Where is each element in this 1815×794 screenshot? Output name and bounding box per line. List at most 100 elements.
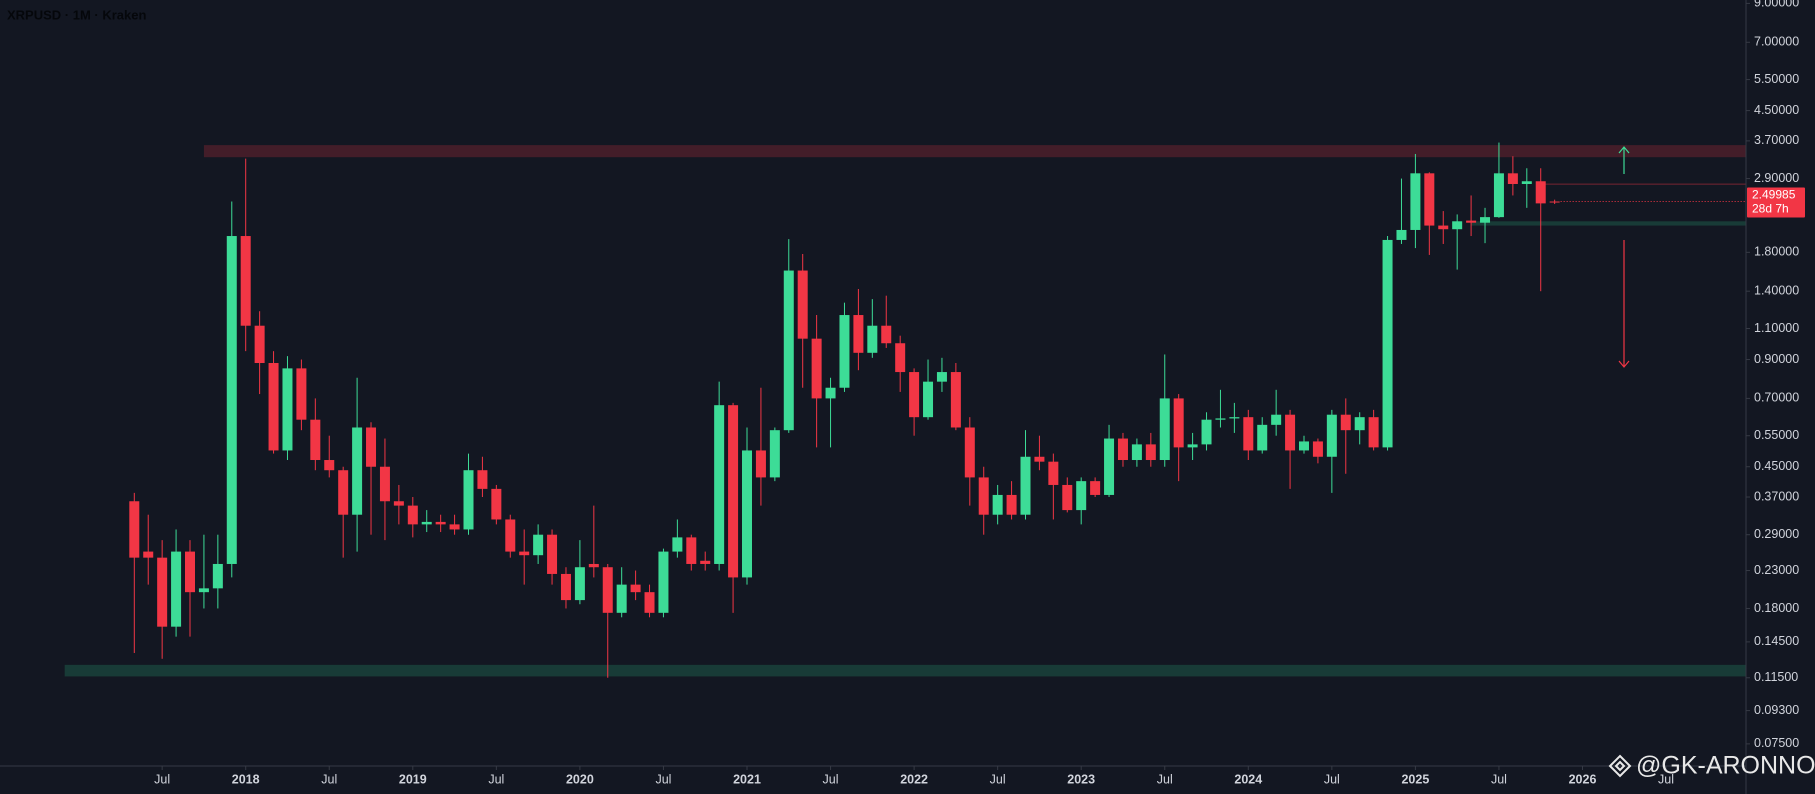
candle-body	[1257, 424, 1268, 451]
candle-body	[700, 560, 711, 564]
candle-body	[936, 372, 947, 382]
candle-body	[574, 567, 585, 601]
y-tick-label: 5.50000	[1754, 72, 1799, 86]
candle-body	[1159, 398, 1170, 461]
candle-body	[338, 470, 349, 515]
candle-body	[310, 419, 321, 461]
candle-body	[602, 567, 613, 613]
candle-body	[1368, 417, 1379, 448]
zone	[64, 664, 1746, 677]
x-tick-label: 2018	[232, 772, 260, 786]
candle-body	[686, 537, 697, 564]
candle-body	[825, 387, 836, 399]
x-tick-label: 2023	[1067, 772, 1095, 786]
x-tick-label: Jul	[655, 772, 671, 786]
candle-body	[296, 368, 307, 420]
x-tick-label: Jul	[321, 772, 337, 786]
candle-body	[533, 534, 544, 556]
candle-body	[393, 501, 404, 506]
candle-body	[449, 524, 460, 530]
candle-body	[226, 236, 237, 564]
candle-body	[853, 315, 864, 353]
candle-body	[867, 325, 878, 353]
candle-body	[1131, 444, 1142, 461]
candle-body	[1076, 481, 1087, 511]
candle-body	[421, 521, 432, 525]
candle-body	[1215, 418, 1226, 420]
candle-body	[1493, 173, 1504, 218]
axes: 9.00000 7.00000 5.50000 4.50000 3.70000 2.900…	[154, 0, 1799, 786]
candle-body	[282, 368, 293, 451]
candle-body	[185, 551, 195, 593]
candle-body	[254, 325, 265, 364]
candle-body	[171, 551, 182, 627]
candle-body	[560, 573, 571, 601]
candle-body	[1507, 173, 1518, 184]
watermark-logo	[1608, 754, 1632, 778]
x-tick-label: 2019	[399, 772, 427, 786]
candle-body	[881, 325, 892, 344]
zone	[203, 145, 1746, 158]
candle-body	[1466, 220, 1477, 223]
y-tick-label: 4.50000	[1754, 103, 1799, 117]
y-tick-label: 0.29000	[1754, 527, 1799, 541]
candle-body	[728, 405, 739, 578]
candle-body	[268, 363, 279, 451]
candle-body	[630, 584, 641, 593]
arrow-up	[1618, 146, 1630, 174]
y-tick-label: 0.11500	[1754, 670, 1798, 684]
candle-body	[198, 588, 209, 593]
candle-body	[1480, 217, 1491, 223]
chart-title: XRPUSD · 1M · Kraken	[7, 7, 146, 22]
candle-body	[547, 534, 558, 574]
y-tick-label: 0.09300	[1754, 703, 1799, 717]
candle-body	[1340, 414, 1351, 431]
candle-body	[505, 519, 516, 552]
candle-body	[1452, 221, 1463, 230]
x-tick-label: 2025	[1401, 772, 1429, 786]
x-tick-label: 2022	[900, 772, 928, 786]
arrow-down	[1618, 240, 1630, 368]
candle-body	[477, 470, 488, 489]
countdown-label: 28d 7h	[1752, 202, 1789, 216]
candle-body	[1438, 225, 1449, 230]
candle-body	[407, 505, 418, 525]
candle-body	[755, 450, 766, 478]
y-tick-label: 7.00000	[1754, 35, 1799, 49]
candle-body	[1187, 444, 1198, 448]
candle-body	[588, 563, 599, 568]
x-tick-label: Jul	[1157, 772, 1173, 786]
candle-body	[992, 494, 1003, 515]
candle-body	[616, 584, 627, 613]
candle-body	[1034, 456, 1045, 462]
candle-body	[129, 501, 140, 558]
candle-body	[1535, 181, 1546, 204]
candle-body	[1410, 173, 1421, 230]
candle-body	[742, 450, 752, 578]
candle-body	[1354, 417, 1365, 431]
candle-body	[797, 270, 808, 339]
candle-body	[1382, 239, 1393, 448]
candle-body	[644, 592, 655, 613]
x-tick-label: Jul	[990, 772, 1006, 786]
plot-area	[64, 142, 1746, 678]
candle-body	[1006, 494, 1017, 515]
candle-body	[463, 470, 474, 530]
candle-body	[1020, 456, 1031, 515]
candle-body	[1424, 173, 1435, 226]
candle-body	[1326, 414, 1337, 457]
candle-body	[1062, 484, 1073, 511]
candle-body	[212, 563, 223, 589]
candle-body	[366, 427, 377, 467]
y-tick-label: 0.37000	[1754, 489, 1799, 503]
zone	[1471, 221, 1746, 226]
candle-body	[1312, 441, 1323, 457]
candle-body	[714, 405, 725, 564]
candle-body	[1299, 441, 1309, 451]
last-price-box	[1747, 187, 1805, 218]
candle-body	[1173, 398, 1184, 448]
candle-body	[143, 551, 154, 558]
candle-body	[1117, 438, 1128, 461]
x-tick-label: Jul	[154, 772, 170, 786]
